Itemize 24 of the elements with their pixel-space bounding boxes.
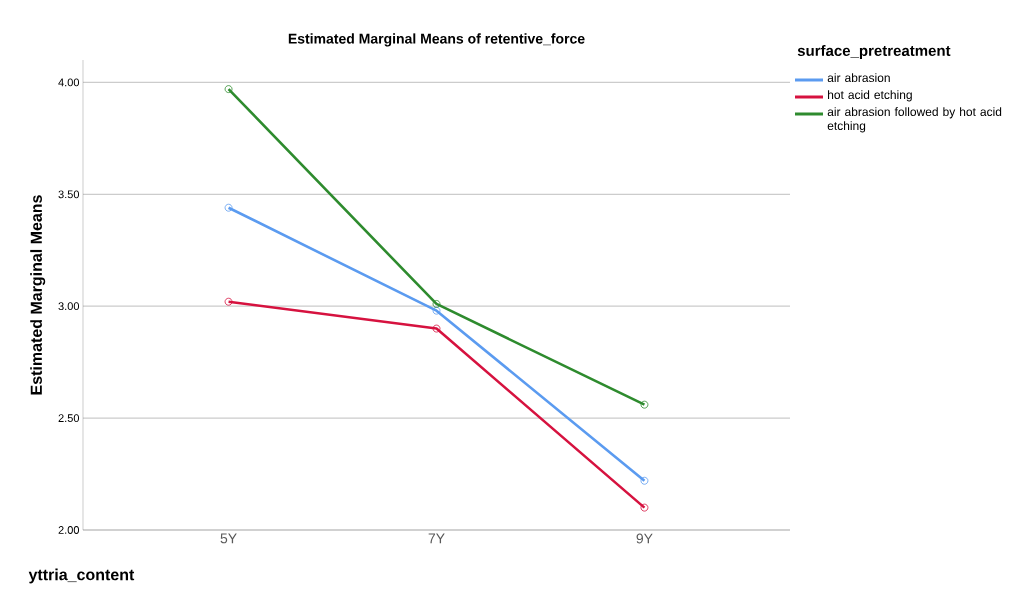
legend-title: surface_pretreatment (797, 45, 951, 59)
legend-label: hot acid etching (828, 90, 912, 102)
x-tick-label: 9Y (636, 533, 653, 544)
x-tick-label: 7Y (428, 533, 445, 544)
y-tick-label: 4.00 (58, 78, 80, 87)
x-tick-label: 5Y (220, 533, 237, 544)
point (224, 85, 233, 93)
point (640, 476, 649, 485)
point (224, 203, 233, 212)
point (432, 306, 441, 315)
point (640, 503, 649, 512)
y-tick-label: 2.00 (58, 526, 80, 534)
point (640, 400, 649, 409)
y-tick-label: 2.50 (58, 414, 80, 422)
point (224, 297, 233, 306)
x-axis-title: yttria_content (28, 568, 135, 584)
point (432, 300, 441, 308)
y-tick-label: 3.50 (58, 190, 80, 199)
legend-label: air abrasion (827, 73, 890, 82)
y-tick-label: 3.00 (58, 302, 80, 311)
point (432, 324, 441, 333)
y-axis-title: Estimated Marginal Means (30, 195, 46, 395)
legend-label: air abrasion followed by hot acid etching (827, 107, 1002, 133)
chart-title: Estimated Marginal Means of retentive_force (288, 33, 585, 47)
